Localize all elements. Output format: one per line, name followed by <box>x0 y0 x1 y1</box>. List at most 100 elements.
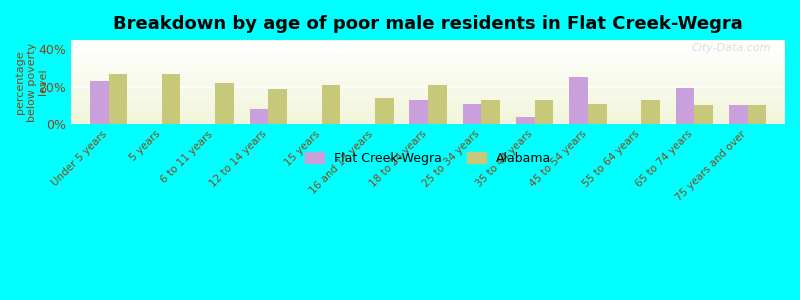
Bar <box>71 84 785 85</box>
Bar <box>71 51 785 52</box>
Bar <box>71 45 785 46</box>
Bar <box>71 97 785 98</box>
Bar <box>71 109 785 110</box>
Bar <box>71 47 785 48</box>
Bar <box>694 105 713 124</box>
Bar <box>71 81 785 82</box>
Bar <box>71 87 785 88</box>
Bar <box>71 110 785 111</box>
Bar <box>71 117 785 118</box>
Bar <box>71 54 785 55</box>
Bar <box>109 74 127 124</box>
Bar <box>71 85 785 86</box>
Bar <box>71 55 785 56</box>
Bar <box>71 98 785 99</box>
Bar <box>71 108 785 109</box>
Bar <box>250 109 268 124</box>
Bar <box>71 105 785 106</box>
Bar <box>71 88 785 89</box>
Bar <box>71 63 785 64</box>
Bar <box>71 100 785 101</box>
Bar <box>71 103 785 104</box>
Bar <box>71 123 785 124</box>
Bar <box>748 105 766 124</box>
Bar <box>71 92 785 93</box>
Bar <box>71 80 785 81</box>
Bar <box>71 41 785 42</box>
Bar <box>71 49 785 50</box>
Bar <box>71 56 785 57</box>
Bar <box>588 103 606 124</box>
Bar <box>410 100 428 124</box>
Text: City-Data.com: City-Data.com <box>691 43 770 52</box>
Bar <box>71 61 785 62</box>
Bar <box>71 85 785 86</box>
Bar <box>570 77 588 124</box>
Bar <box>215 83 234 124</box>
Bar <box>71 116 785 117</box>
Bar <box>71 53 785 54</box>
Bar <box>428 85 446 124</box>
Bar <box>729 105 748 124</box>
Bar <box>71 107 785 108</box>
Bar <box>71 52 785 53</box>
Bar <box>482 100 500 124</box>
Bar <box>71 120 785 121</box>
Bar <box>71 73 785 74</box>
Bar <box>268 88 287 124</box>
Bar <box>534 100 554 124</box>
Bar <box>71 71 785 72</box>
Bar <box>71 121 785 122</box>
Bar <box>71 114 785 115</box>
Bar <box>71 93 785 94</box>
Bar <box>71 86 785 87</box>
Bar <box>71 95 785 96</box>
Bar <box>71 89 785 90</box>
Bar <box>71 57 785 58</box>
Bar <box>516 117 534 124</box>
Bar <box>71 50 785 51</box>
Bar <box>71 48 785 49</box>
Bar <box>71 83 785 84</box>
Legend: Flat Creek-Wegra, Alabama: Flat Creek-Wegra, Alabama <box>300 147 556 170</box>
Bar <box>676 88 694 124</box>
Bar <box>71 66 785 67</box>
Bar <box>71 119 785 120</box>
Bar <box>71 42 785 43</box>
Bar <box>71 99 785 100</box>
Bar <box>71 102 785 103</box>
Y-axis label: percentage
below poverty
level: percentage below poverty level <box>15 42 48 122</box>
Bar <box>71 104 785 105</box>
Bar <box>71 67 785 68</box>
Bar <box>71 96 785 97</box>
Bar <box>71 111 785 112</box>
Bar <box>71 62 785 63</box>
Bar <box>71 94 785 95</box>
Bar <box>322 85 340 124</box>
Bar <box>641 100 660 124</box>
Bar <box>71 90 785 91</box>
Bar <box>71 115 785 116</box>
Bar <box>462 103 482 124</box>
Bar <box>71 59 785 60</box>
Bar <box>71 75 785 76</box>
Title: Breakdown by age of poor male residents in Flat Creek-Wegra: Breakdown by age of poor male residents … <box>114 15 743 33</box>
Bar <box>71 101 785 102</box>
Bar <box>71 118 785 119</box>
Bar <box>71 113 785 114</box>
Bar <box>71 76 785 77</box>
Bar <box>71 46 785 47</box>
Bar <box>71 65 785 66</box>
Bar <box>162 74 181 124</box>
Bar <box>90 81 109 124</box>
Bar <box>71 122 785 123</box>
Bar <box>71 40 785 41</box>
Bar <box>71 64 785 65</box>
Bar <box>71 79 785 80</box>
Bar <box>375 98 394 124</box>
Bar <box>71 44 785 45</box>
Bar <box>71 77 785 78</box>
Bar <box>71 70 785 71</box>
Bar <box>71 112 785 113</box>
Bar <box>71 106 785 107</box>
